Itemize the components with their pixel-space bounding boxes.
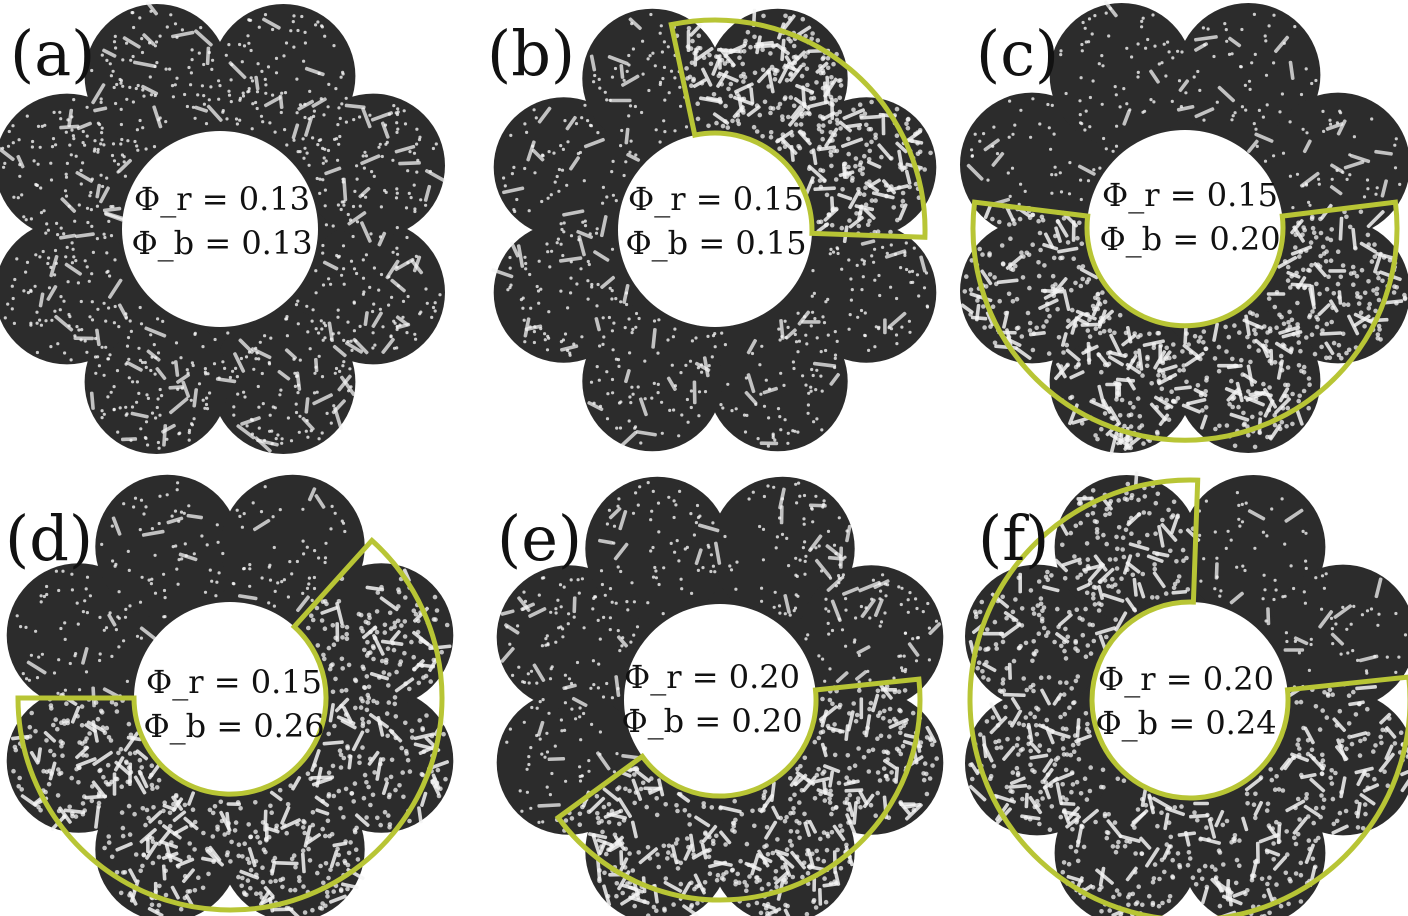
- phi-b-label: Φ_b = 0.20: [1099, 220, 1280, 258]
- phi-r-label: Φ_r = 0.20: [1098, 660, 1274, 698]
- particles: [960, 0, 1408, 455]
- panel-b: (b) Φ_r = 0.15 Φ_b = 0.15: [487, 8, 937, 452]
- central-hole: [618, 133, 812, 327]
- phi-r-label: Φ_r = 0.15: [146, 663, 322, 701]
- phi-r-label: Φ_r = 0.15: [1102, 176, 1278, 214]
- central-hole: [1092, 602, 1288, 798]
- particles: [500, 481, 942, 916]
- particles: [0, 1, 446, 453]
- highlighted-region-outline: [554, 676, 923, 903]
- highlighted-region-outline: [15, 536, 445, 913]
- panel-label: (f): [978, 502, 1049, 575]
- panel-c: (c) Φ_r = 0.15 Φ_b = 0.20: [960, 0, 1408, 455]
- phi-b-label: Φ_b = 0.13: [131, 224, 312, 262]
- central-hole: [122, 131, 318, 327]
- central-hole: [624, 604, 816, 796]
- central-hole: [1087, 130, 1283, 326]
- panel-e: (e) Φ_r = 0.20 Φ_b = 0.20: [496, 476, 944, 916]
- panel-label: (d): [5, 502, 93, 575]
- phi-r-label: Φ_r = 0.20: [624, 658, 800, 696]
- phi-r-label: Φ_r = 0.15: [628, 180, 804, 218]
- phi-r-label: Φ_r = 0.13: [134, 180, 310, 218]
- highlighted-region-outline: [668, 17, 928, 240]
- panel-label: (e): [497, 502, 582, 575]
- chamber-shape: [0, 4, 445, 454]
- highlighted-region-outline: [970, 199, 1400, 443]
- highlighted-region-outline: [967, 477, 1408, 916]
- panel-label: (c): [976, 17, 1059, 90]
- chamber-shape: [6, 474, 454, 916]
- particles: [968, 471, 1408, 916]
- particles: [11, 481, 452, 916]
- phi-b-label: Φ_b = 0.15: [625, 224, 806, 262]
- panel-a: (a) Φ_r = 0.13 Φ_b = 0.13: [0, 1, 446, 454]
- panel-label: (b): [487, 17, 575, 90]
- phi-b-label: Φ_b = 0.20: [621, 702, 802, 740]
- panel-d: (d) Φ_r = 0.15 Φ_b = 0.26: [5, 474, 454, 916]
- phi-b-label: Φ_b = 0.24: [1095, 704, 1276, 742]
- panel-f: (f) Φ_r = 0.20 Φ_b = 0.24: [965, 471, 1408, 916]
- central-hole: [134, 602, 326, 794]
- panel-label: (a): [10, 17, 95, 90]
- phi-b-label: Φ_b = 0.26: [143, 707, 324, 745]
- particles: [491, 8, 933, 448]
